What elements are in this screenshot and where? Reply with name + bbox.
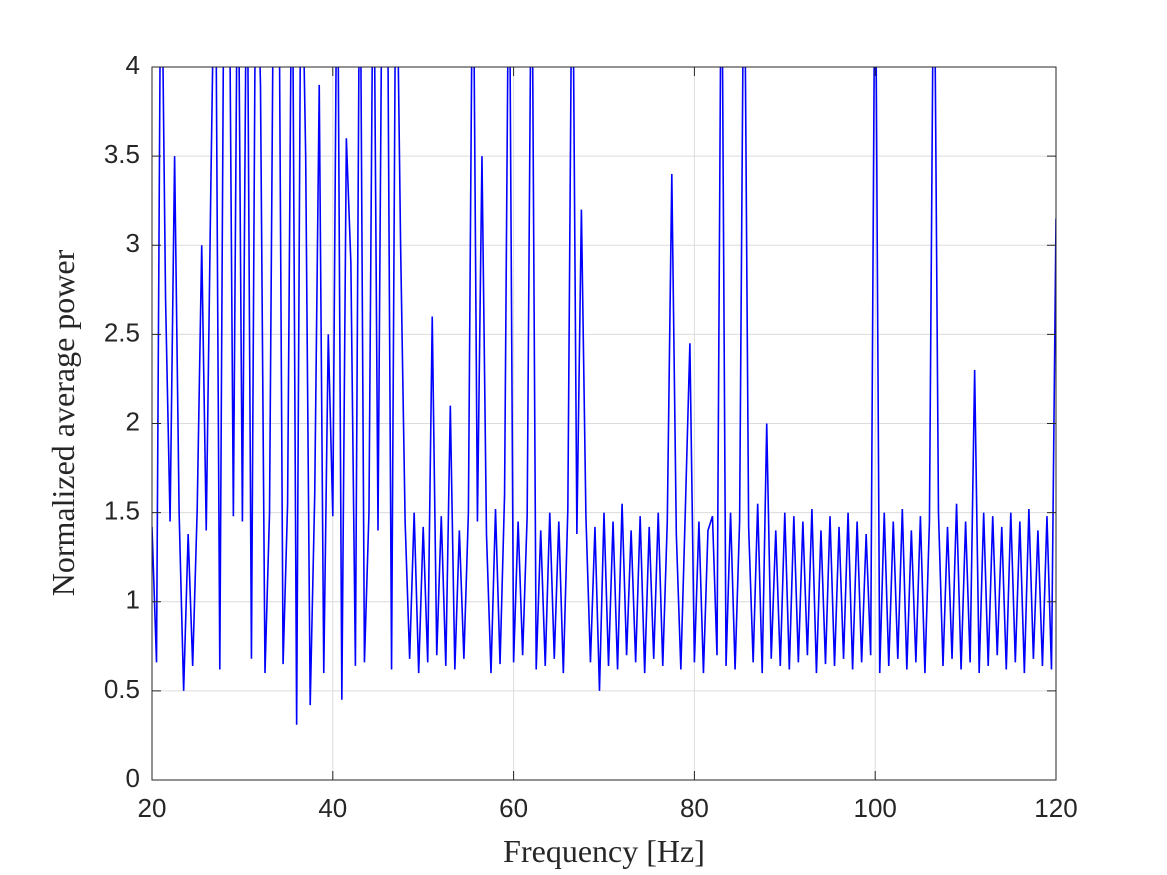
y-tick-label: 2 [126, 406, 140, 436]
axes-box [151, 66, 1057, 781]
y-tick-label: 3.5 [104, 139, 140, 169]
x-tick-label: 120 [1034, 793, 1077, 823]
line-series [152, 67, 1056, 725]
axes [151, 66, 1057, 781]
y-tick-label: 0 [126, 763, 140, 793]
y-tick-label: 1.5 [104, 496, 140, 526]
data-layer [152, 67, 1056, 725]
y-axis-label: Normalized average power [45, 249, 81, 596]
y-tick-label: 3 [126, 228, 140, 258]
y-tick-label: 4 [126, 50, 140, 80]
y-tick-label: 0.5 [104, 674, 140, 704]
x-tick-label: 40 [318, 793, 347, 823]
x-tick-label: 60 [499, 793, 528, 823]
x-tick-label: 100 [854, 793, 897, 823]
x-tick-label: 80 [680, 793, 709, 823]
y-tick-label: 1 [126, 585, 140, 615]
x-axis-label: Frequency [Hz] [503, 833, 705, 869]
x-tick-label: 20 [138, 793, 167, 823]
y-tick-label: 2.5 [104, 317, 140, 347]
